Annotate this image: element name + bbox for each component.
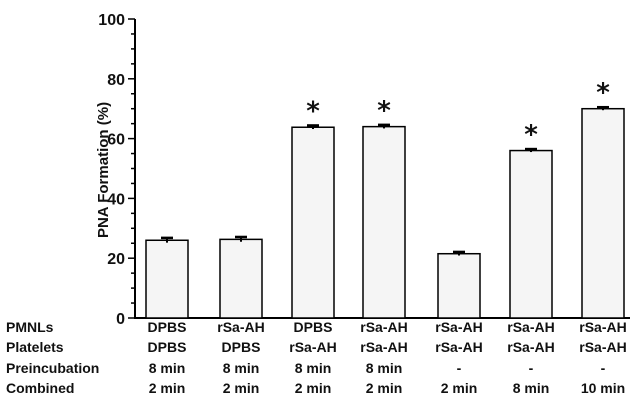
bar (362, 125, 406, 319)
table-cell: 2 min (223, 380, 260, 396)
table-cell: rSa-AH (507, 319, 554, 335)
category-table: PMNLs DPBS rSa-AH DPBS rSa-AH rSa-AH rSa-AH rSa… (6, 319, 627, 396)
table-cell: 8 min (513, 380, 550, 396)
table-cell: 8 min (366, 360, 403, 376)
table-cell: 2 min (295, 380, 332, 396)
significance-star: * (524, 120, 538, 150)
table-cell: - (529, 360, 534, 376)
y-tick-label: 40 (107, 191, 125, 208)
table-cell: 2 min (149, 380, 186, 396)
table-row-label: PMNLs (6, 319, 54, 335)
table-cell: 8 min (223, 360, 260, 376)
table-row-label: Preincubation (6, 360, 99, 376)
bar (581, 107, 625, 319)
bar (509, 149, 553, 319)
y-axis-label: PNA Formation (%) (95, 102, 112, 238)
table-cell: DPBS (294, 319, 333, 335)
table-cell: rSa-AH (360, 319, 407, 335)
significance-star: * (377, 96, 391, 126)
table-cell: DPBS (148, 339, 187, 355)
table-cell: 10 min (581, 380, 625, 396)
table-cell: rSa-AH (579, 339, 626, 355)
y-tick-label: 0 (116, 311, 125, 328)
bars: * * * * (145, 78, 625, 319)
table-cell: 2 min (441, 380, 478, 396)
table-cell: 8 min (295, 360, 332, 376)
table-cell: rSa-AH (435, 339, 482, 355)
table-cell: rSa-AH (507, 339, 554, 355)
table-cell: rSa-AH (217, 319, 264, 335)
y-tick-label: 60 (107, 132, 125, 149)
table-cell: 2 min (366, 380, 403, 396)
y-tick-label: 100 (98, 12, 125, 29)
table-cell: rSa-AH (435, 319, 482, 335)
bar (437, 252, 481, 319)
table-row-label: Combined (6, 380, 74, 396)
y-tick-label: 80 (107, 72, 125, 89)
table-cell: rSa-AH (289, 339, 336, 355)
table-row-label: Platelets (6, 339, 64, 355)
bar (291, 126, 335, 319)
significance-star: * (306, 96, 320, 126)
axes: 0 20 40 60 80 100 (98, 12, 630, 328)
table-cell: - (457, 360, 462, 376)
table-cell: DPBS (222, 339, 261, 355)
significance-star: * (596, 78, 610, 108)
table-cell: rSa-AH (579, 319, 626, 335)
y-tick-label: 20 (107, 251, 125, 268)
table-cell: 8 min (149, 360, 186, 376)
table-cell: rSa-AH (360, 339, 407, 355)
bar (219, 238, 263, 319)
table-cell: DPBS (148, 319, 187, 335)
table-cell: - (601, 360, 606, 376)
bar (145, 239, 189, 319)
